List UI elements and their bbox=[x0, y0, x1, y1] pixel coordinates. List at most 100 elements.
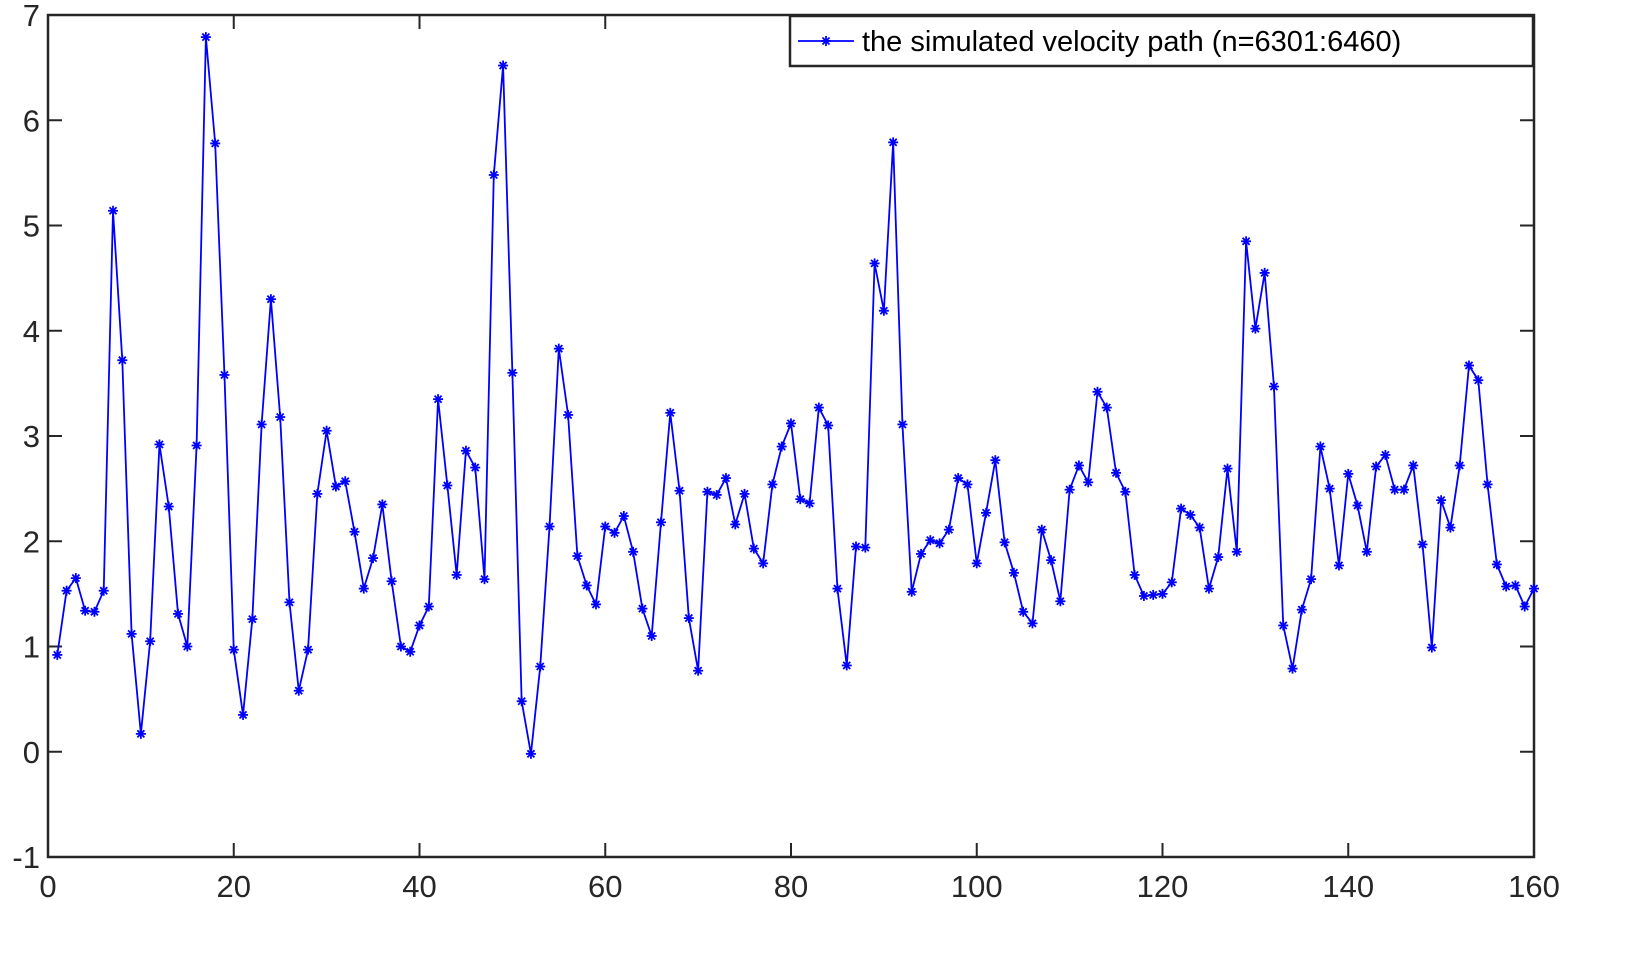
y-tick-label: 4 bbox=[23, 314, 40, 349]
data-point bbox=[414, 620, 425, 631]
y-tick-label: 2 bbox=[23, 524, 40, 559]
data-point bbox=[720, 473, 731, 484]
x-tick-label: 0 bbox=[39, 869, 56, 904]
y-tick-label: 6 bbox=[23, 103, 40, 138]
data-point bbox=[1231, 546, 1242, 557]
data-point bbox=[275, 412, 286, 423]
data-point bbox=[442, 480, 453, 491]
data-point bbox=[1129, 569, 1140, 580]
data-point bbox=[1343, 468, 1354, 479]
legend-marker-asterisk bbox=[821, 36, 831, 46]
data-point bbox=[219, 369, 230, 380]
data-point bbox=[80, 605, 91, 616]
data-point bbox=[368, 553, 379, 564]
data-point bbox=[525, 748, 536, 759]
data-point bbox=[1306, 574, 1317, 585]
data-point bbox=[349, 526, 360, 537]
data-point bbox=[1194, 522, 1205, 533]
x-tick-label: 60 bbox=[588, 869, 622, 904]
data-point bbox=[786, 418, 796, 429]
data-point bbox=[312, 488, 323, 499]
data-point bbox=[1510, 580, 1521, 591]
data-point bbox=[498, 60, 509, 71]
data-point bbox=[665, 407, 676, 418]
data-point bbox=[1185, 509, 1196, 520]
data-point bbox=[1008, 567, 1019, 578]
data-point bbox=[1463, 360, 1474, 371]
x-tick-label: 80 bbox=[774, 869, 808, 904]
y-tick-label: 3 bbox=[23, 419, 40, 454]
data-point bbox=[581, 580, 592, 591]
data-point bbox=[1454, 460, 1465, 471]
data-point bbox=[516, 696, 527, 707]
data-point bbox=[460, 445, 471, 456]
data-point bbox=[98, 585, 109, 596]
data-point bbox=[563, 409, 574, 420]
data-point bbox=[1501, 581, 1512, 592]
data-point bbox=[1371, 461, 1382, 472]
data-point bbox=[89, 606, 100, 617]
data-point bbox=[776, 441, 787, 452]
data-point bbox=[1491, 559, 1502, 570]
data-point bbox=[1380, 449, 1391, 460]
data-point bbox=[1083, 477, 1094, 488]
data-point bbox=[1324, 483, 1335, 494]
data-point bbox=[200, 32, 211, 43]
data-point bbox=[888, 137, 899, 148]
data-point bbox=[1036, 524, 1047, 535]
data-point bbox=[61, 585, 72, 596]
data-point bbox=[182, 641, 193, 652]
y-tick-label: 7 bbox=[23, 0, 40, 33]
data-point bbox=[906, 586, 917, 597]
data-point bbox=[1519, 601, 1530, 612]
data-point bbox=[618, 510, 629, 521]
data-point bbox=[711, 489, 722, 500]
data-point bbox=[451, 569, 462, 580]
data-point bbox=[1027, 618, 1038, 629]
data-point bbox=[284, 597, 295, 608]
data-point bbox=[210, 138, 221, 149]
data-point bbox=[813, 402, 824, 413]
data-point bbox=[1241, 236, 1252, 247]
legend-marker bbox=[821, 36, 831, 46]
data-point bbox=[293, 685, 304, 696]
y-axis-ticks: -1 0 1 2 3 4 5 6 7 bbox=[12, 0, 1534, 875]
data-point bbox=[628, 546, 639, 557]
data-point bbox=[1408, 460, 1419, 471]
data-point bbox=[1064, 484, 1075, 495]
data-point bbox=[154, 439, 165, 450]
data-point bbox=[600, 521, 611, 532]
data-point bbox=[841, 660, 852, 671]
plot-area-border bbox=[46, 13, 1536, 859]
data-point bbox=[683, 613, 694, 624]
data-point bbox=[693, 665, 704, 676]
data-point bbox=[1073, 460, 1084, 471]
data-point bbox=[1315, 441, 1326, 452]
x-tick-label: 100 bbox=[951, 869, 1003, 904]
x-tick-label: 160 bbox=[1508, 869, 1560, 904]
data-point bbox=[265, 294, 276, 305]
data-point bbox=[70, 573, 81, 584]
data-point bbox=[405, 646, 416, 657]
legend-box bbox=[788, 14, 1535, 68]
data-point bbox=[1445, 522, 1456, 533]
data-point bbox=[646, 630, 657, 641]
data-point bbox=[108, 205, 119, 216]
data-point bbox=[748, 543, 759, 554]
legend-label: the simulated velocity path (n=6301:6460… bbox=[862, 26, 1401, 58]
data-point bbox=[247, 614, 258, 625]
data-point bbox=[1436, 495, 1447, 506]
data-point bbox=[860, 542, 871, 553]
data-point bbox=[1426, 642, 1437, 653]
data-point bbox=[916, 548, 927, 559]
data-point bbox=[758, 558, 769, 569]
data-point bbox=[52, 649, 63, 660]
data-point bbox=[962, 479, 973, 490]
y-tick-label: -1 bbox=[12, 840, 40, 875]
data-point bbox=[488, 169, 499, 180]
data-point bbox=[823, 420, 834, 431]
data-point bbox=[544, 521, 555, 532]
series-layer bbox=[52, 32, 1539, 759]
